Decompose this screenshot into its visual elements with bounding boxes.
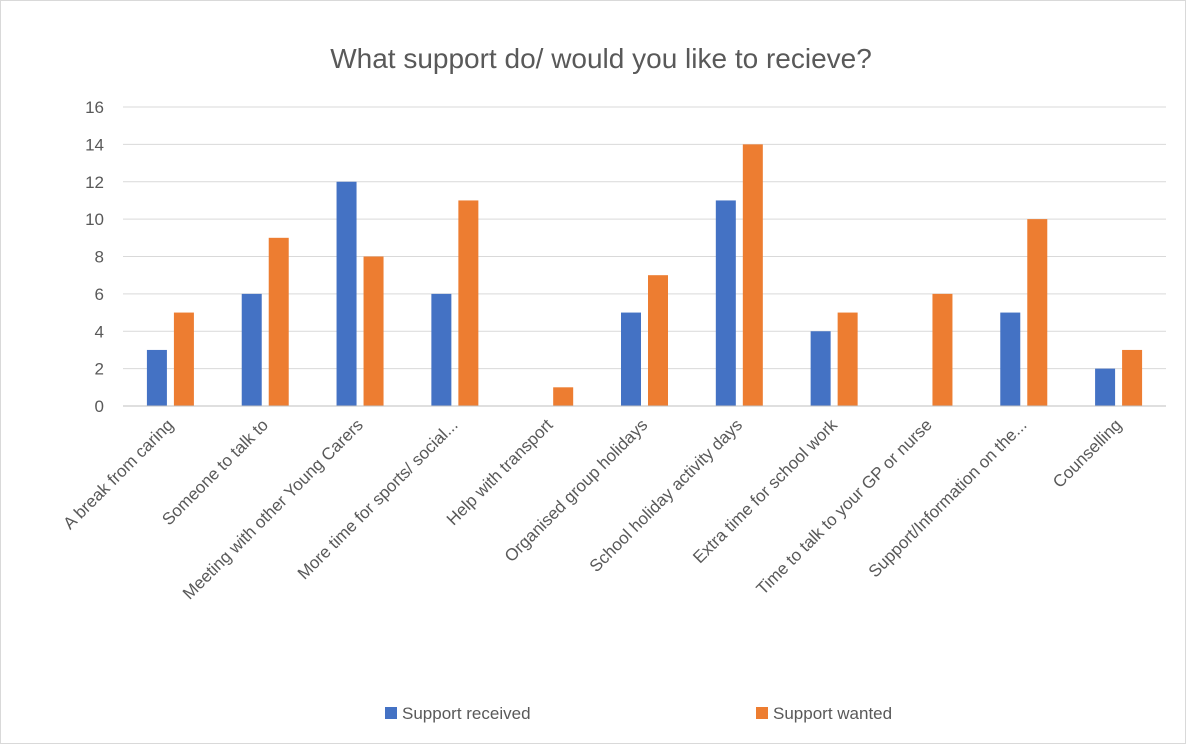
bar-support-received <box>336 181 357 406</box>
gridlines <box>123 106 1166 370</box>
y-tick-label: 12 <box>85 173 104 192</box>
bar-support-wanted <box>363 256 384 406</box>
x-category-label: Meeting with other Young Carers <box>179 415 367 603</box>
bar-support-wanted <box>173 312 194 406</box>
bar-support-wanted <box>1122 349 1143 406</box>
bar-support-received <box>146 349 167 406</box>
y-tick-label: 6 <box>95 285 104 304</box>
y-tick-label: 10 <box>85 210 104 229</box>
bars <box>146 144 1143 406</box>
x-category-label: Someone to talk to <box>158 415 272 529</box>
y-tick-label: 2 <box>95 360 104 379</box>
x-category-label: Counselling <box>1049 415 1125 491</box>
x-category-label: Help with transport <box>443 415 557 529</box>
bar-support-wanted <box>648 275 668 406</box>
x-category-label: More time for sports/ social... <box>294 415 462 583</box>
bar-support-wanted <box>837 312 858 406</box>
bar-support-received <box>621 312 641 406</box>
chart-title: What support do/ would you like to recie… <box>330 43 872 74</box>
y-tick-label: 16 <box>85 98 104 117</box>
bar-support-wanted <box>458 200 479 406</box>
bar-support-received <box>1095 368 1116 406</box>
x-category-label: Time to talk to your GP or nurse <box>753 415 936 598</box>
y-tick-label: 14 <box>85 135 104 154</box>
y-tick-label: 0 <box>95 397 104 416</box>
legend-label: Support received <box>402 704 531 723</box>
bar-support-wanted <box>1027 219 1048 406</box>
bar-support-wanted <box>742 144 763 406</box>
bar-support-wanted <box>268 237 289 406</box>
bar-support-received <box>431 293 452 406</box>
legend-swatch <box>756 707 768 719</box>
legend: Support received Support wanted <box>385 704 892 723</box>
legend-label: Support wanted <box>773 704 892 723</box>
bar-support-wanted <box>932 293 953 406</box>
x-category-label: Support/Information on the... <box>865 415 1031 581</box>
y-tick-label: 8 <box>95 248 104 267</box>
y-tick-label: 4 <box>95 322 104 341</box>
bar-support-received <box>241 293 262 406</box>
bar-support-received <box>810 331 831 406</box>
bar-support-wanted <box>553 387 574 406</box>
legend-swatch <box>385 707 397 719</box>
bar-support-received <box>715 200 736 406</box>
y-axis-tick-labels: 0 2 4 6 8 10 12 14 16 <box>85 98 104 416</box>
x-category-label: School holiday activity days <box>586 415 746 575</box>
bar-support-received <box>1000 312 1021 406</box>
